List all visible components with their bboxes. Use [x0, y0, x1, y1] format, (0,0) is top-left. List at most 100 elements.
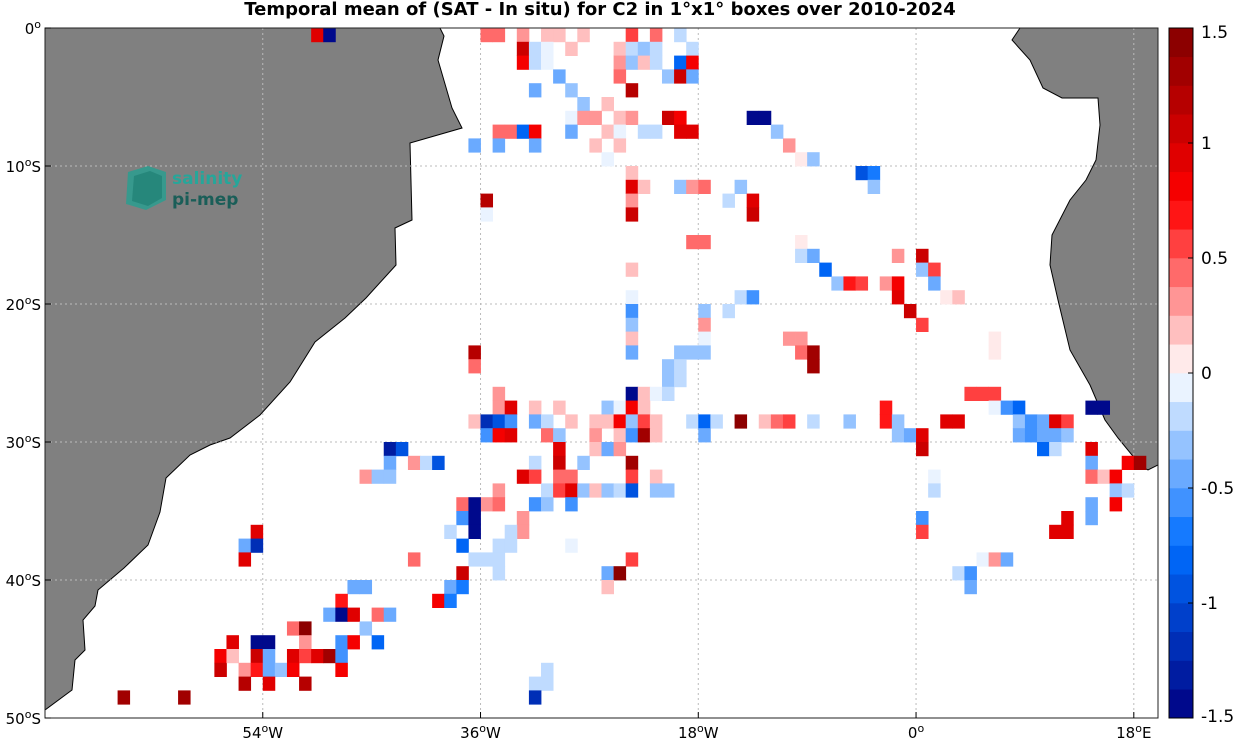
- data-box: [504, 400, 518, 415]
- data-box: [432, 593, 445, 608]
- data-box: [456, 566, 469, 581]
- data-box: [371, 635, 385, 650]
- data-box: [565, 124, 578, 139]
- data-box: [553, 483, 566, 498]
- data-box: [1024, 414, 1038, 429]
- colorbar-segment: [1169, 286, 1193, 316]
- colorbar-segment: [1169, 315, 1193, 345]
- data-box: [492, 386, 506, 401]
- data-box: [674, 124, 687, 139]
- data-box: [674, 345, 687, 360]
- data-box: [625, 41, 639, 56]
- data-box: [976, 386, 990, 401]
- data-box: [867, 179, 881, 194]
- data-box: [637, 124, 651, 139]
- data-box: [528, 138, 542, 153]
- data-box: [649, 41, 663, 56]
- data-box: [274, 662, 288, 677]
- data-box: [468, 345, 481, 360]
- data-box: [480, 552, 494, 567]
- colorbar-segment: [1169, 603, 1193, 633]
- data-box: [613, 442, 627, 457]
- data-box: [528, 455, 542, 470]
- data-box: [1049, 414, 1062, 429]
- data-box: [746, 193, 760, 208]
- data-box: [516, 28, 530, 43]
- data-box: [335, 635, 348, 650]
- data-box: [625, 483, 639, 498]
- data-box: [335, 593, 348, 608]
- data-box: [238, 552, 252, 567]
- colorbar-segment: [1169, 229, 1193, 259]
- data-box: [347, 607, 360, 622]
- data-box: [468, 138, 481, 153]
- data-box: [686, 345, 699, 360]
- data-box: [637, 41, 651, 56]
- data-box: [323, 649, 336, 664]
- data-box: [516, 524, 530, 539]
- data-box: [613, 55, 627, 70]
- data-box: [807, 359, 820, 374]
- colorbar-segment: [1169, 114, 1193, 144]
- data-box: [492, 483, 506, 498]
- data-box: [625, 290, 639, 305]
- data-box: [516, 55, 530, 70]
- data-box: [698, 235, 711, 250]
- data-box: [661, 359, 675, 374]
- data-box: [117, 690, 131, 705]
- data-box: [891, 276, 905, 291]
- colorbar-segment: [1169, 258, 1193, 288]
- data-box: [928, 276, 941, 291]
- data-box: [347, 580, 360, 595]
- data-box: [795, 248, 808, 263]
- data-box: [492, 414, 506, 429]
- data-box: [492, 497, 506, 512]
- data-box: [371, 469, 385, 484]
- data-box: [613, 428, 627, 443]
- data-box: [625, 83, 639, 98]
- data-box: [250, 649, 264, 664]
- data-box: [553, 428, 566, 443]
- data-box: [250, 524, 264, 539]
- data-box: [565, 41, 578, 56]
- data-box: [577, 455, 590, 470]
- data-box: [492, 538, 506, 553]
- data-box: [770, 124, 784, 139]
- data-box: [528, 83, 542, 98]
- colorbar-tick-label: -1.5: [1201, 707, 1234, 727]
- data-box: [480, 193, 494, 208]
- data-box: [855, 166, 869, 181]
- data-box: [226, 635, 239, 650]
- data-box: [541, 662, 554, 677]
- data-box: [661, 110, 675, 125]
- data-box: [637, 386, 651, 401]
- data-box: [286, 662, 300, 677]
- data-box: [867, 166, 881, 181]
- data-box: [903, 428, 917, 443]
- data-box: [395, 442, 409, 457]
- data-box: [468, 497, 481, 512]
- data-box: [589, 414, 602, 429]
- data-box: [686, 124, 699, 139]
- data-box: [831, 276, 844, 291]
- data-box: [589, 110, 602, 125]
- data-box: [698, 179, 711, 194]
- data-box: [613, 414, 627, 429]
- data-box: [601, 566, 614, 581]
- data-box: [1012, 414, 1026, 429]
- data-box: [879, 276, 893, 291]
- data-box: [698, 345, 711, 360]
- colorbar-segment: [1169, 344, 1193, 374]
- data-box: [916, 317, 929, 332]
- data-box: [661, 483, 675, 498]
- data-box: [553, 28, 566, 43]
- data-box: [1061, 511, 1074, 526]
- data-box: [916, 248, 929, 263]
- data-box: [407, 455, 421, 470]
- data-box: [1000, 400, 1014, 415]
- data-box: [782, 414, 796, 429]
- data-box: [649, 469, 663, 484]
- data-box: [504, 414, 518, 429]
- data-box: [528, 414, 542, 429]
- lat-tick-label: 40oS: [6, 570, 41, 590]
